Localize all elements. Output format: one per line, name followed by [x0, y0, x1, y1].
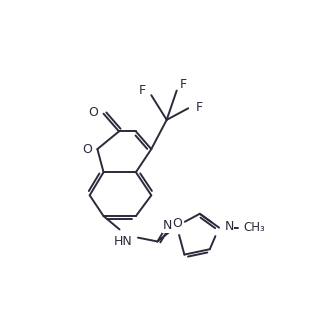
Text: CH₃: CH₃ [243, 221, 265, 234]
Text: O: O [172, 216, 182, 229]
Text: HN: HN [114, 235, 133, 248]
Text: F: F [195, 101, 203, 114]
Text: F: F [139, 84, 146, 97]
Text: N: N [224, 220, 234, 233]
Text: N: N [163, 219, 172, 232]
Text: F: F [179, 78, 187, 91]
Text: O: O [83, 143, 92, 156]
Text: O: O [88, 106, 98, 119]
